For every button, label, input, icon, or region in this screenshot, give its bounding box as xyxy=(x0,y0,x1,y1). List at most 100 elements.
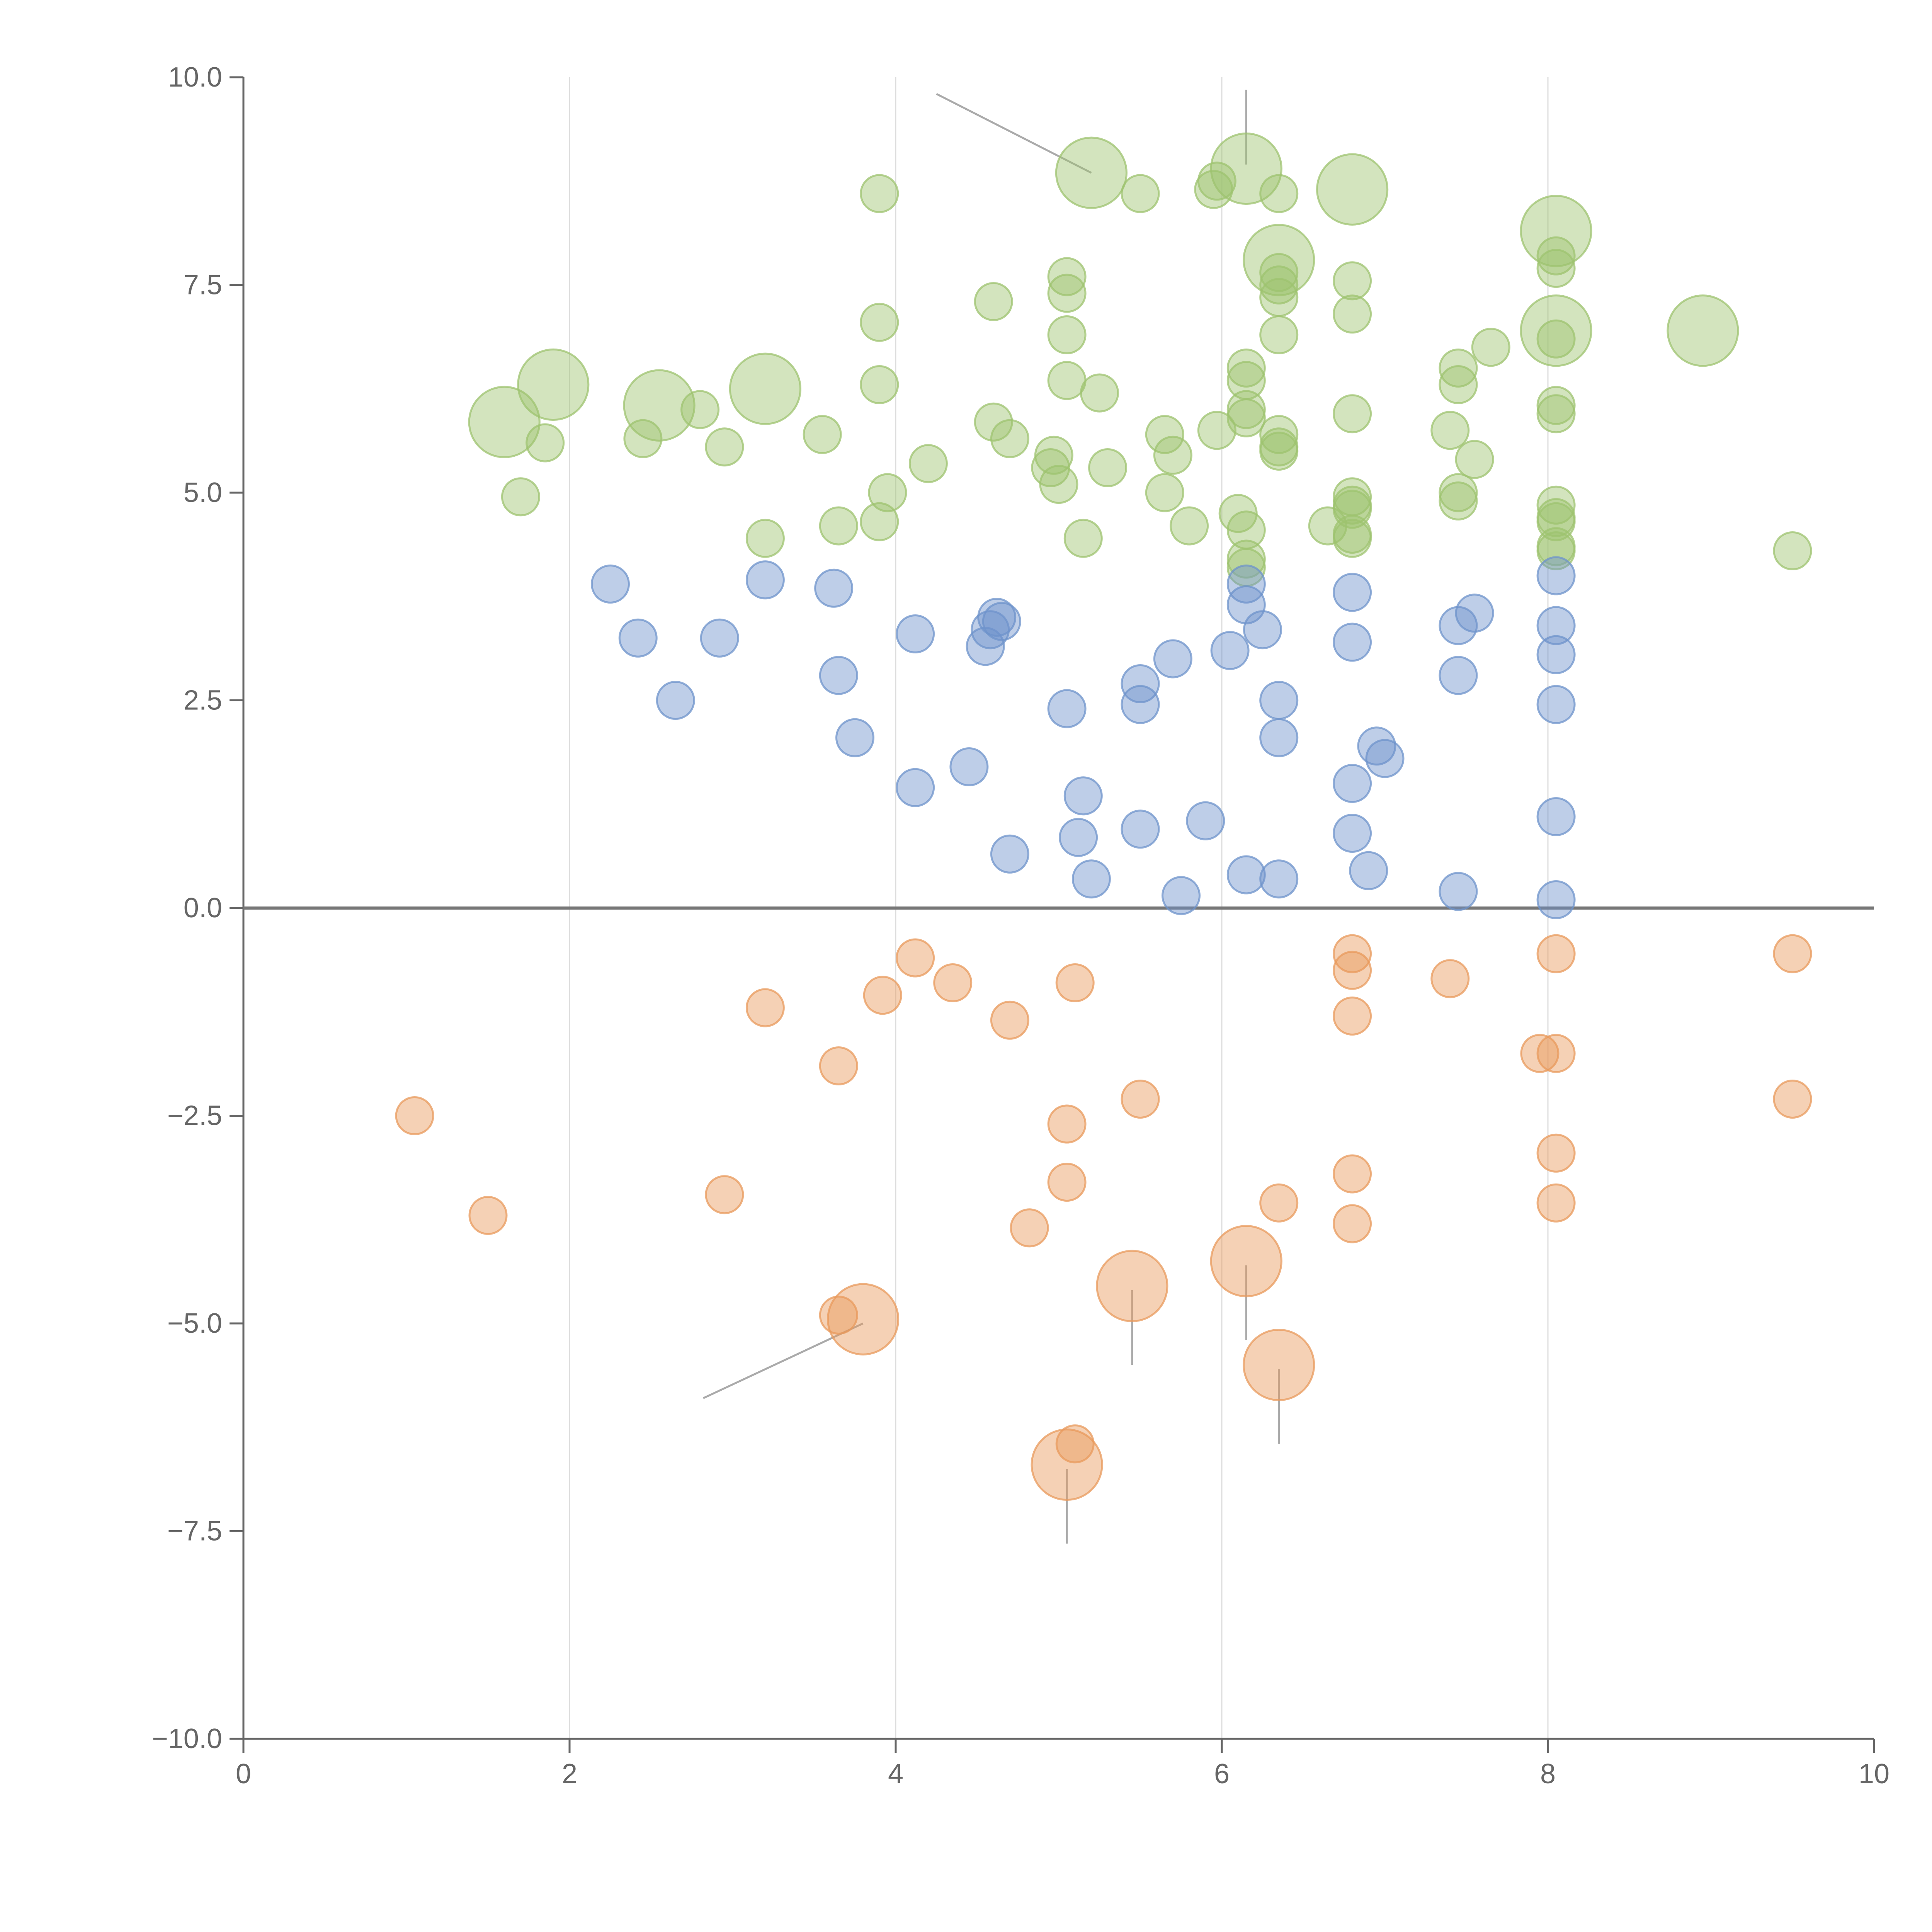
green-bubble-21 xyxy=(860,365,899,404)
blue-bubble-23 xyxy=(1153,639,1192,679)
green-bubble-16 xyxy=(745,519,785,558)
orange-bubble-21 xyxy=(1243,1328,1315,1401)
orange-bubble-2 xyxy=(705,1175,744,1214)
blue-bubble-27 xyxy=(1226,565,1266,604)
y-tick-label-0: −10.0 xyxy=(152,1723,222,1754)
green-bubble-10 xyxy=(1667,294,1739,367)
blue-bubble-28 xyxy=(1226,585,1266,624)
green-bubble-45 xyxy=(1197,411,1236,450)
green-bubble-40 xyxy=(1153,435,1192,475)
x-tick-label-2: 4 xyxy=(888,1759,903,1789)
green-bubble-70 xyxy=(1333,519,1372,558)
green-bubble-29 xyxy=(1034,435,1073,475)
orange-bubble-4 xyxy=(819,1046,858,1085)
green-bubble-13 xyxy=(623,419,663,458)
blue-bubble-37 xyxy=(1333,814,1372,853)
green-bubble-31 xyxy=(1047,257,1087,296)
green-bubble-25 xyxy=(974,282,1013,321)
blue-bubble-30 xyxy=(1243,610,1282,650)
green-bubble-27 xyxy=(990,419,1029,458)
blue-bubble-33 xyxy=(1259,859,1299,899)
green-bubble-35 xyxy=(1063,519,1103,558)
green-bubble-34 xyxy=(1047,361,1087,400)
orange-bubble-27 xyxy=(1430,959,1470,998)
green-bubble-57 xyxy=(1259,278,1299,317)
blue-bubble-18 xyxy=(1059,818,1098,857)
green-bubble-78 xyxy=(1536,236,1576,276)
y-tick-label-3: −2.5 xyxy=(167,1100,222,1131)
green-bubble-49 xyxy=(1226,390,1266,429)
blue-bubble-32 xyxy=(1259,718,1299,757)
green-bubble-3 xyxy=(729,352,801,425)
blue-bubble-31 xyxy=(1259,681,1299,720)
y-tick-label-6: 5.0 xyxy=(184,477,222,508)
green-bubble-36 xyxy=(1080,373,1119,413)
green-bubble-19 xyxy=(860,174,899,213)
blue-bubble-50 xyxy=(1536,880,1576,919)
y-tick-label-4: 0.0 xyxy=(184,893,222,923)
blue-bubble-47 xyxy=(1536,635,1576,674)
green-bubble-56 xyxy=(1259,265,1299,304)
blue-bubble-43 xyxy=(1439,872,1478,911)
green-bubble-4 xyxy=(1055,136,1128,209)
green-bubble-24 xyxy=(908,444,948,483)
orange-bubble-25 xyxy=(1333,1154,1372,1194)
green-bubble-50 xyxy=(1226,398,1266,437)
green-bubble-23 xyxy=(868,473,907,512)
green-bubble-81 xyxy=(1536,386,1576,425)
blue-bubble-48 xyxy=(1536,685,1576,724)
x-tick-label-1: 2 xyxy=(562,1759,577,1789)
orange-bubble-11 xyxy=(1010,1208,1049,1248)
green-bubble-71 xyxy=(1430,411,1470,450)
green-bubble-39 xyxy=(1145,415,1184,454)
annotation-leader-0 xyxy=(936,93,1092,174)
blue-bubble-46 xyxy=(1536,606,1576,645)
y-tick-label-8: 10.0 xyxy=(168,62,222,93)
annotation-leaders xyxy=(702,90,1280,1544)
green-bubble-17 xyxy=(803,415,842,454)
green-bubble-73 xyxy=(1439,365,1478,404)
orange-bubble-20 xyxy=(1259,1183,1299,1223)
green-bubble-58 xyxy=(1259,315,1299,354)
blue-bubble-17 xyxy=(1063,776,1103,816)
orange-bubble-7 xyxy=(863,976,902,1015)
green-bubble-75 xyxy=(1439,481,1478,520)
orange-bubble-28 xyxy=(1520,1034,1560,1073)
green-bubble-41 xyxy=(1145,473,1184,512)
orange-bubble-17 xyxy=(1121,1080,1160,1119)
green-bubble-47 xyxy=(1226,349,1266,388)
orange-bubble-9 xyxy=(933,963,973,1002)
blue-bubble-6 xyxy=(819,656,858,695)
green-bubble-11 xyxy=(501,477,540,517)
orange-bubble-10 xyxy=(990,1000,1029,1040)
y-tick-label-2: −5.0 xyxy=(167,1308,222,1339)
blue-bubble-34 xyxy=(1333,573,1372,612)
green-bubble-2 xyxy=(623,369,696,442)
blue-bubble-38 xyxy=(1349,851,1388,890)
orange-bubble-3 xyxy=(745,988,785,1027)
y-tick-label-5: 2.5 xyxy=(184,685,222,716)
green-bubble-42 xyxy=(1170,506,1209,546)
blue-bubble-26 xyxy=(1210,631,1250,670)
orange-bubble-19 xyxy=(1210,1225,1282,1298)
orange-bubble-16 xyxy=(1055,1424,1095,1464)
orange-bubble-12 xyxy=(1047,1104,1087,1144)
orange-bubble-6 xyxy=(827,1283,900,1355)
blue-bubble-15 xyxy=(990,834,1029,874)
x-tick-label-3: 6 xyxy=(1214,1759,1230,1789)
blue-bubble-49 xyxy=(1536,797,1576,836)
green-bubble-0 xyxy=(468,386,541,458)
orange-bubble-26 xyxy=(1333,1204,1372,1243)
orange-bubble-13 xyxy=(1047,1163,1087,1202)
y-tick-label-1: −7.5 xyxy=(167,1516,222,1547)
blue-bubble-4 xyxy=(745,560,785,600)
blue-bubble-3 xyxy=(700,618,739,658)
orange-bubble-29 xyxy=(1536,934,1576,973)
green-bubble-65 xyxy=(1333,394,1372,434)
green-bubble-12 xyxy=(526,423,565,463)
green-bubble-5 xyxy=(1210,132,1282,205)
orange-bubble-18 xyxy=(1096,1250,1168,1322)
blue-bubble-13 xyxy=(977,598,1017,637)
blue-bubble-41 xyxy=(1439,606,1478,645)
